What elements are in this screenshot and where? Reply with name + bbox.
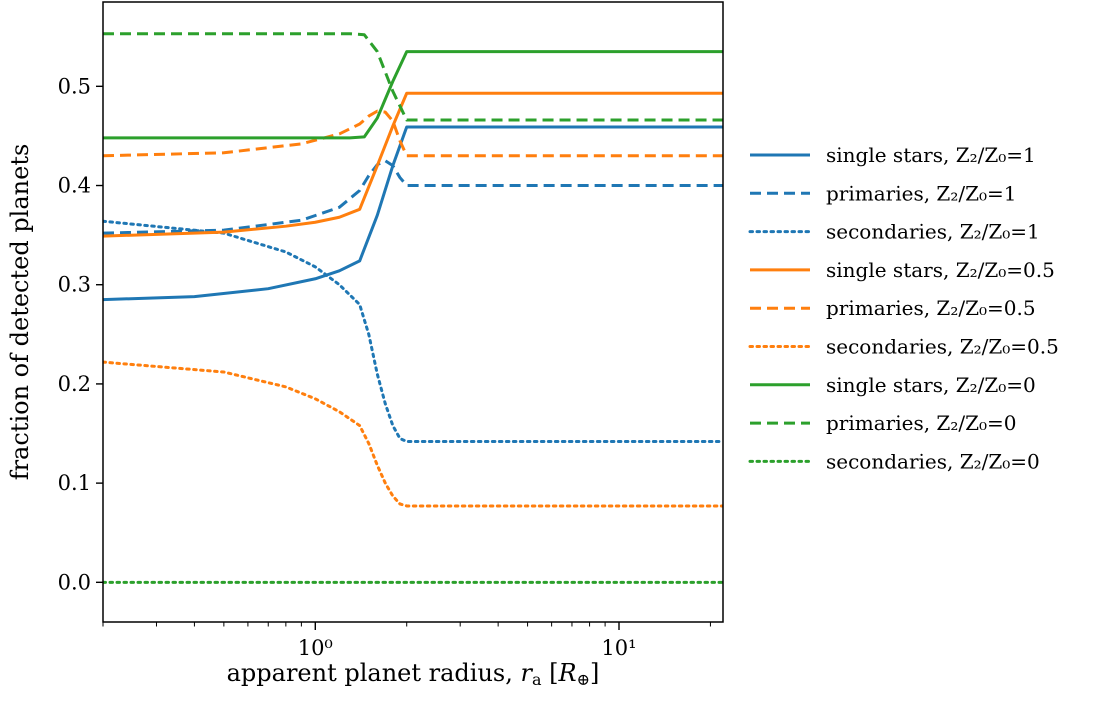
series-line-0-single-stars-z-z-1: [103, 125, 723, 302]
x-tick-label: 10¹: [601, 636, 636, 660]
legend: single stars, Z₂/Z₀=1 primaries, Z₂/Z₀=1 s…: [748, 143, 1059, 473]
y-tick-label: 0.4: [58, 174, 91, 198]
x-axis-label-text: apparent planet radius,: [227, 659, 521, 687]
series-line-5-secondaries-z-z-0-5: [103, 360, 723, 508]
x-axis-label-var: r: [521, 659, 534, 687]
series-line-6-single-stars-z-z-0: [103, 50, 723, 140]
x-axis-label-unit-sub: ⊕: [577, 670, 590, 689]
y-tick-label: 0.5: [58, 74, 91, 98]
legend-label-8: secondaries, Z₂/Z₀=0: [826, 449, 1040, 473]
plot-frame: [102, 1, 724, 623]
series-line-3-single-stars-z-z-0-5: [103, 91, 723, 238]
x-axis-label-unit-open: [: [542, 659, 559, 687]
series-line-2-secondaries-z-z-1: [103, 219, 723, 443]
legend-label-6: single stars, Z₂/Z₀=0: [826, 373, 1036, 397]
x-axis-label-unit-var: R: [558, 659, 577, 687]
x-tick-label: 10⁰: [298, 636, 333, 660]
y-tick-label: 0.3: [58, 273, 91, 297]
legend-label-5: secondaries, Z₂/Z₀=0.5: [826, 335, 1059, 359]
legend-label-3: single stars, Z₂/Z₀=0.5: [826, 258, 1055, 282]
y-axis-label: fraction of detected planets: [6, 144, 34, 481]
series-line-4-primaries-z-z-0-5: [103, 109, 723, 158]
x-axis-label-sub: a: [532, 670, 542, 689]
series-line-1-primaries-z-z-1: [103, 159, 723, 235]
y-tick-label: 0.0: [58, 570, 91, 594]
series-layer: [103, 32, 723, 584]
y-tick-label: 0.1: [58, 471, 91, 495]
legend-label-4: primaries, Z₂/Z₀=0.5: [826, 296, 1036, 320]
legend-label-7: primaries, Z₂/Z₀=0: [826, 411, 1016, 435]
ticks-layer: 0.0 0.1 0.2 0.3 0.4 0.5 10⁰ 10¹: [58, 74, 711, 660]
legend-label-2: secondaries, Z₂/Z₀=1: [826, 220, 1040, 244]
legend-label-1: primaries, Z₂/Z₀=1: [826, 181, 1016, 205]
x-axis-label-unit-close: ]: [590, 659, 599, 687]
y-tick-label: 0.2: [58, 372, 91, 396]
x-axis-label: apparent planet radius, ra [R⊕]: [227, 659, 600, 689]
legend-label-0: single stars, Z₂/Z₀=1: [826, 143, 1036, 167]
series-line-7-primaries-z-z-0: [103, 32, 723, 122]
